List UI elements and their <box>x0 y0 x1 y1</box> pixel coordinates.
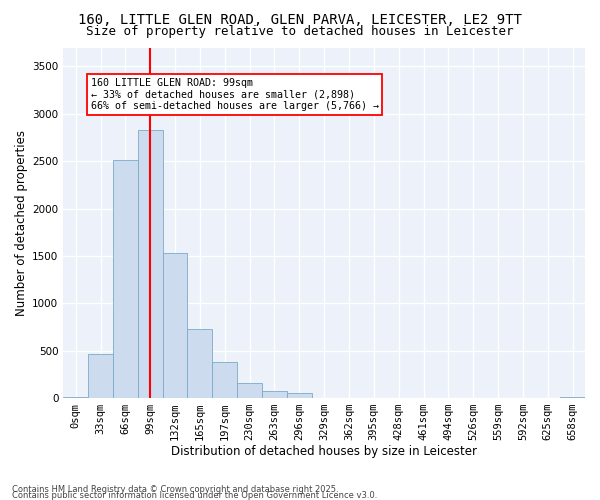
Text: Size of property relative to detached houses in Leicester: Size of property relative to detached ho… <box>86 25 514 38</box>
Bar <box>163 253 187 398</box>
Text: 160 LITTLE GLEN ROAD: 99sqm
← 33% of detached houses are smaller (2,898)
66% of : 160 LITTLE GLEN ROAD: 99sqm ← 33% of det… <box>91 78 379 111</box>
Bar <box>187 329 212 398</box>
Text: Contains HM Land Registry data © Crown copyright and database right 2025.: Contains HM Land Registry data © Crown c… <box>12 484 338 494</box>
Bar <box>560 397 585 398</box>
Bar <box>287 393 312 398</box>
Text: Contains public sector information licensed under the Open Government Licence v3: Contains public sector information licen… <box>12 491 377 500</box>
Bar <box>212 362 237 398</box>
Bar <box>237 383 262 398</box>
Bar <box>113 160 138 398</box>
Bar <box>88 354 113 398</box>
X-axis label: Distribution of detached houses by size in Leicester: Distribution of detached houses by size … <box>171 444 477 458</box>
Y-axis label: Number of detached properties: Number of detached properties <box>15 130 28 316</box>
Bar <box>138 130 163 398</box>
Bar <box>262 391 287 398</box>
Text: 160, LITTLE GLEN ROAD, GLEN PARVA, LEICESTER, LE2 9TT: 160, LITTLE GLEN ROAD, GLEN PARVA, LEICE… <box>78 12 522 26</box>
